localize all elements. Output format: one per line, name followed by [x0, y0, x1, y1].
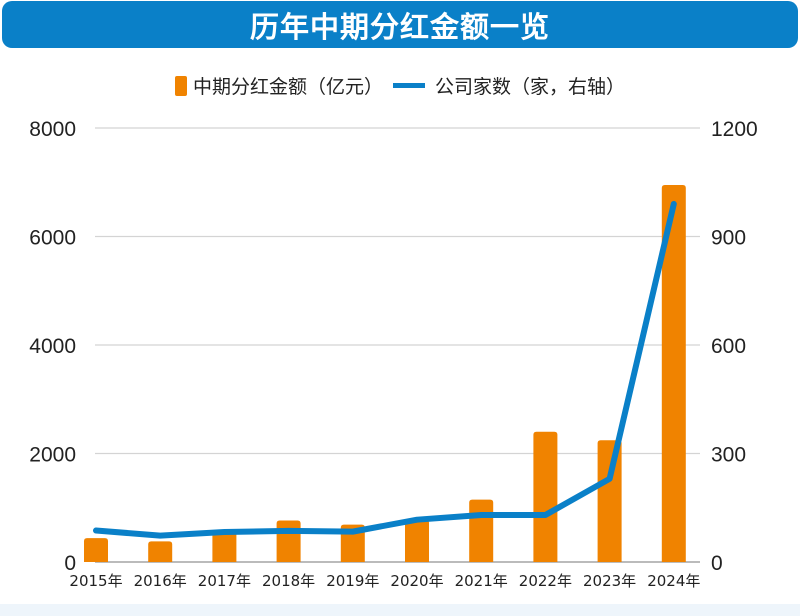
- title-banner: 历年中期分红金额一览: [2, 1, 798, 48]
- y-tick-label: 4000: [29, 335, 76, 358]
- x-tick-label: 2019年: [326, 572, 379, 590]
- x-tick-label: 2020年: [390, 572, 443, 590]
- bar-2015年: [84, 538, 108, 562]
- legend-label-amount: 中期分红金额（亿元）: [192, 76, 383, 98]
- legend: 中期分红金额（亿元） 公司家数（家，右轴）: [0, 72, 800, 99]
- legend-swatch-bar: [174, 75, 187, 96]
- x-tick-label: 2023年: [583, 572, 636, 590]
- x-tick-label: 2015年: [69, 572, 122, 590]
- x-tick-label: 2016年: [134, 572, 187, 590]
- bar-2022年: [533, 431, 558, 562]
- bar-2016年: [148, 541, 173, 562]
- bar-2017年: [212, 531, 237, 562]
- x-tick-label: 2024年: [647, 572, 700, 590]
- x-tick-label: 2021年: [455, 572, 508, 590]
- bar-2024年: [661, 184, 686, 562]
- bottom-band: [0, 604, 800, 616]
- y2-tick-label: 900: [711, 227, 746, 250]
- y-tick-label: 2000: [29, 444, 76, 467]
- chart-title: 历年中期分红金额一览: [249, 9, 550, 44]
- x-tick-label: 2022年: [519, 572, 572, 590]
- y2-tick-label: 1200: [711, 118, 758, 141]
- y2-tick-label: 600: [711, 335, 746, 358]
- y-tick-label: 8000: [29, 118, 76, 141]
- legend-label-companies: 公司家数（家，右轴）: [435, 76, 626, 98]
- y2-tick-label: 0: [711, 552, 723, 575]
- company-count-line: [93, 200, 677, 539]
- y-tick-label: 0: [64, 552, 76, 575]
- bar-2020年: [405, 519, 429, 562]
- y-tick-label: 6000: [29, 227, 76, 250]
- x-tick-label: 2018年: [262, 572, 315, 590]
- x-tick-label: 2017年: [198, 572, 251, 590]
- bar-2021年: [469, 499, 494, 562]
- bar-2023年: [597, 440, 622, 562]
- y2-tick-label: 300: [711, 444, 746, 467]
- legend-swatch-line: [393, 83, 425, 88]
- bar-2018年: [276, 520, 301, 562]
